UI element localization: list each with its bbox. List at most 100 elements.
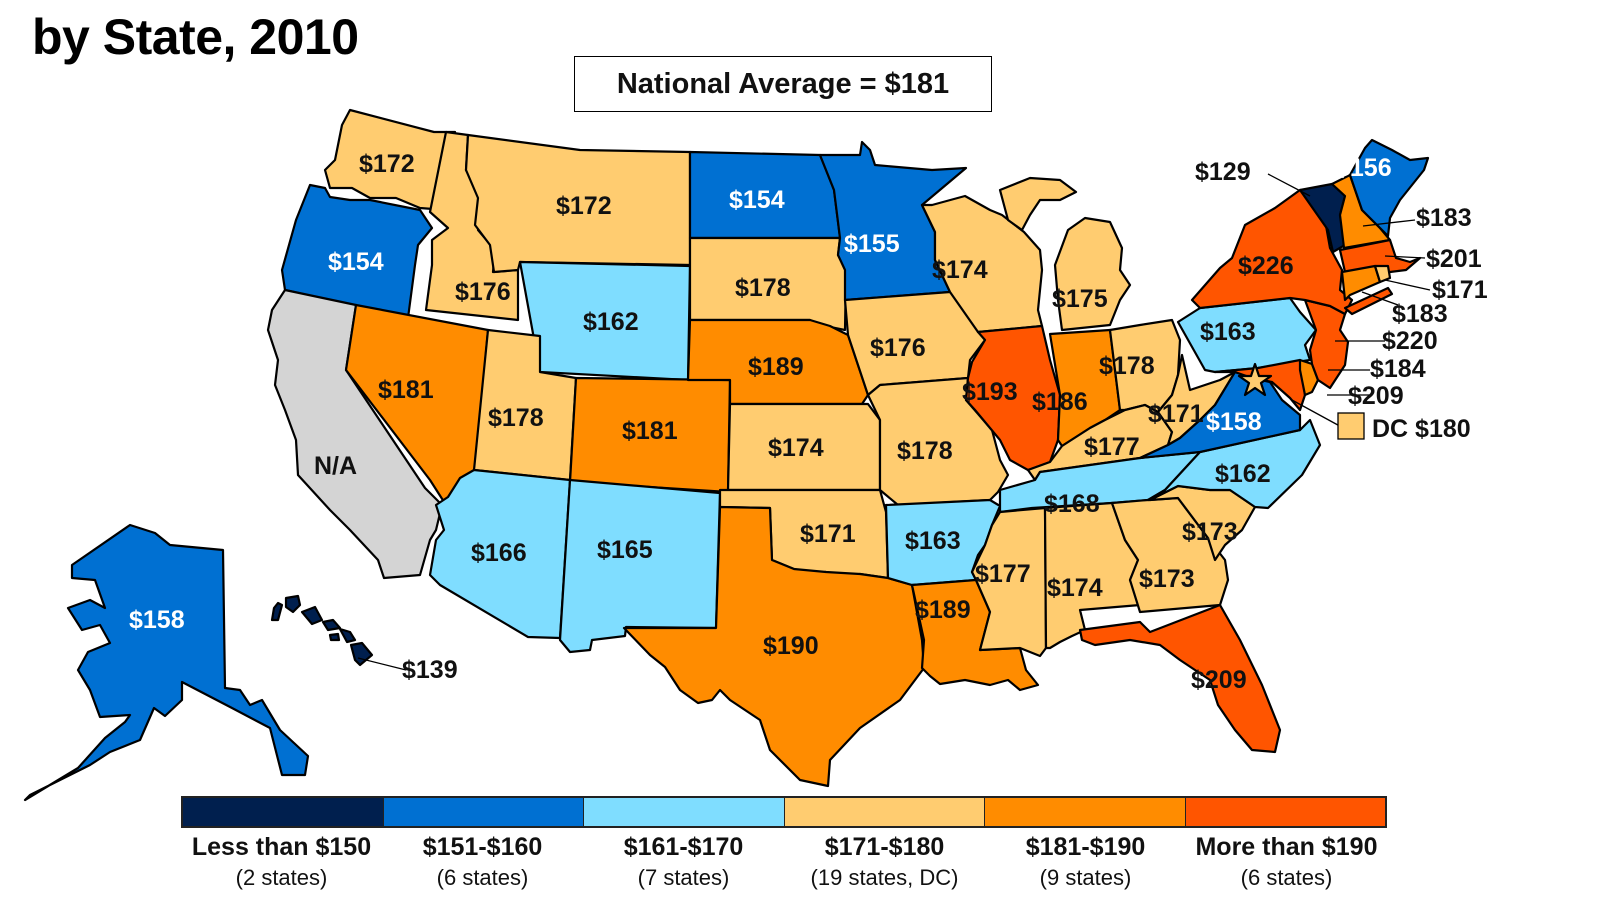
label-NJ: $220 [1382,327,1438,355]
state-IL[interactable] [964,324,1062,472]
label-WY: $162 [583,308,639,336]
label-NY: $226 [1238,252,1294,280]
legend-range: More than $190 [1195,833,1378,861]
state-WI[interactable] [920,194,1044,334]
legend-count: (2 states) [235,865,328,890]
legend-item: $161-$170 (7 states) [583,830,784,892]
state-RI[interactable] [1373,264,1392,284]
label-OH: $178 [1099,352,1155,380]
legend-item: $181-$190 (9 states) [985,830,1186,892]
state-ME[interactable] [1348,138,1430,238]
legend-swatch-gt190 [1185,798,1385,826]
state-CA[interactable] [266,288,444,580]
dc-star-icon [1237,362,1273,397]
label-VA: $158 [1206,408,1262,436]
label-NH: $183 [1416,204,1472,232]
state-AK[interactable] [23,523,310,802]
state-MI[interactable] [998,176,1132,332]
state-TX[interactable] [622,505,926,788]
label-DE: $184 [1370,355,1426,383]
label-TN: $168 [1044,490,1100,518]
label-MD: $209 [1348,382,1404,410]
legend-count: (6 states) [436,865,529,890]
label-MT: $172 [556,192,612,220]
state-LongIsland [1343,286,1394,316]
label-TX: $190 [763,632,819,660]
label-LA: $189 [915,596,971,624]
legend-count: (7 states) [637,865,730,890]
page-title: by State, 2010 [32,9,359,65]
label-NM: $165 [597,536,653,564]
state-AR[interactable] [884,498,1002,587]
legend-range: $151-$160 [422,833,543,861]
legend-swatch-171-180 [784,798,985,826]
label-MN: $155 [844,230,900,258]
label-OK: $171 [800,520,856,548]
label-NV: $181 [378,376,434,404]
legend-item: $151-$160 (6 states) [382,830,583,892]
label-AR: $163 [905,527,961,555]
state-NE[interactable] [686,318,870,406]
state-NC[interactable] [1146,418,1322,510]
label-RI: $171 [1432,276,1488,304]
label-AK: $158 [129,606,185,634]
label-VT: $129 [1195,158,1251,186]
legend-count: (19 states, DC) [810,865,959,890]
legend-swatch-161-170 [584,798,785,826]
legend-count: (6 states) [1240,865,1333,890]
label-MA: $201 [1426,245,1482,273]
label-ID: $176 [455,278,511,306]
state-MT[interactable] [464,133,692,274]
label-IN: $186 [1032,388,1088,416]
label-WA: $172 [359,150,415,178]
legend-range: $171-$180 [824,833,945,861]
label-GA: $173 [1139,565,1195,593]
state-NY[interactable] [1190,188,1354,316]
label-AL: $174 [1047,574,1103,602]
label-FL: $209 [1191,666,1247,694]
label-CA: N/A [314,452,357,480]
legend-swatch-151-160 [383,798,584,826]
label-ND: $154 [729,186,785,214]
label-HI: $139 [402,656,458,684]
label-OR: $154 [328,248,384,276]
state-NM[interactable] [558,478,722,654]
legend-labels: Less than $150 (2 states) $151-$160 (6 s… [181,830,1387,892]
legend-range: $161-$170 [623,833,744,861]
legend-swatch-lt150 [183,798,384,826]
label-NE: $189 [748,353,804,381]
label-SC: $173 [1182,518,1238,546]
legend-range: Less than $150 [191,833,372,861]
label-CO: $181 [622,417,678,445]
label-WI: $174 [932,256,988,284]
label-MS: $177 [975,560,1031,588]
legend-bar [181,796,1387,828]
national-average-box: National Average = $181 [574,56,992,112]
legend-item: More than $190 (6 states) [1186,830,1387,892]
label-WV: $171 [1148,400,1204,428]
label-KS: $174 [768,434,824,462]
legend-swatch-181-190 [985,798,1186,826]
label-AZ: $166 [471,539,527,567]
label-NC: $162 [1215,460,1271,488]
dc-swatch [1337,412,1365,440]
state-FL[interactable] [1078,603,1282,754]
legend-range: $181-$190 [1025,833,1146,861]
state-HI[interactable] [270,594,374,667]
label-UT: $178 [488,404,544,432]
legend-item: $171-$180 (19 states, DC) [784,830,985,892]
label-CT: $183 [1392,300,1448,328]
label-ME: $156 [1336,154,1392,182]
label-SD: $178 [735,274,791,302]
label-MI: $175 [1052,285,1108,313]
label-DC: DC $180 [1372,415,1471,443]
label-KY: $177 [1084,433,1140,461]
label-PA: $163 [1200,318,1256,346]
legend-count: (9 states) [1039,865,1132,890]
state-CT[interactable] [1340,264,1382,302]
label-IA: $176 [870,334,926,362]
legend-item: Less than $150 (2 states) [181,830,382,892]
label-IL: $193 [962,378,1018,406]
state-OR[interactable] [280,183,434,320]
